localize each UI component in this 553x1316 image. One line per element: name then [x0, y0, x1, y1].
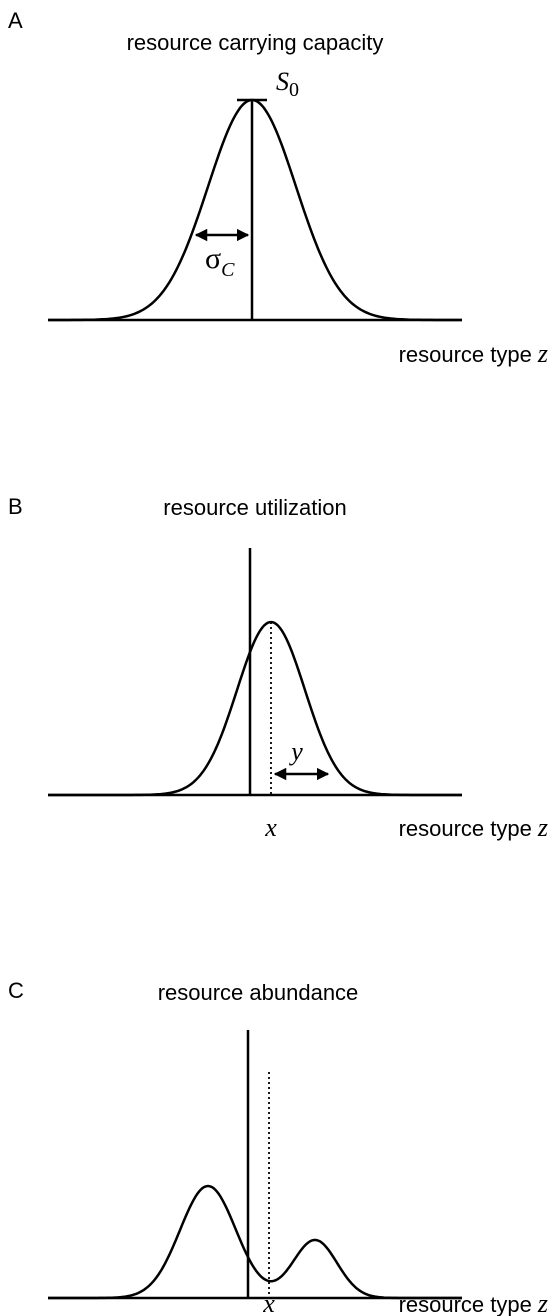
width-label: y	[288, 737, 303, 766]
position-label: x	[264, 813, 277, 842]
curve	[48, 98, 462, 322]
curve	[48, 620, 462, 797]
width-label: σC	[205, 242, 235, 281]
panel-letter: C	[8, 978, 24, 1003]
axis-label: resource type z	[399, 339, 548, 368]
peak-label: S0	[276, 67, 299, 101]
panel-title: resource utilization	[163, 495, 346, 520]
panel-title: resource carrying capacity	[127, 30, 384, 55]
panel-letter: B	[8, 494, 23, 519]
panel-letter: A	[8, 8, 23, 33]
axis-label: resource type z	[399, 813, 548, 842]
panel-title: resource abundance	[158, 980, 359, 1005]
position-label: x	[262, 1289, 275, 1316]
axis-label: resource type z	[399, 1289, 548, 1316]
curve	[48, 1184, 462, 1300]
